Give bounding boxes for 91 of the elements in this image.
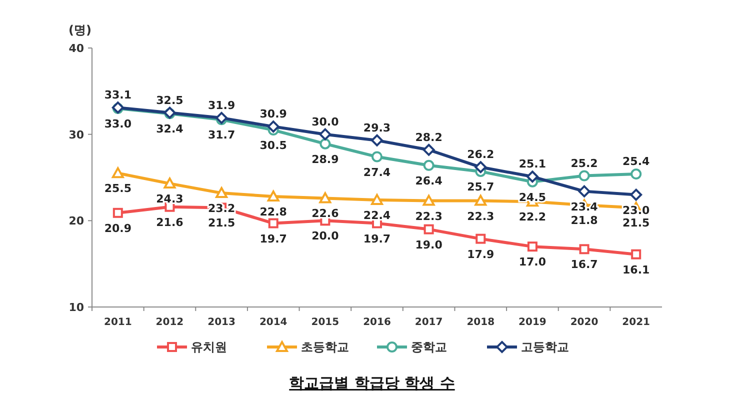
- data-label: 31.9: [208, 98, 236, 112]
- point: [526, 170, 538, 183]
- point: [319, 192, 332, 204]
- data-label: 25.2: [570, 156, 598, 170]
- data-label: 25.4: [622, 155, 650, 168]
- data-label: 28.9: [312, 152, 339, 166]
- point: [320, 138, 331, 150]
- x-tick-label: 2018: [466, 317, 495, 328]
- point: [578, 170, 590, 182]
- point: [112, 208, 123, 218]
- data-label: 23.2: [208, 202, 236, 216]
- y-tick-label: 20: [68, 214, 84, 228]
- y-tick-label: 30: [68, 128, 84, 142]
- data-label: 30.9: [260, 108, 287, 121]
- data-label: 22.3: [467, 210, 494, 223]
- x-tick-label: 2020: [570, 317, 598, 328]
- point: [424, 224, 434, 234]
- y-tick-label: 40: [68, 42, 84, 55]
- point: [267, 190, 280, 202]
- data-label: 25.5: [104, 182, 132, 196]
- data-label: 16.1: [622, 263, 650, 276]
- point: [371, 134, 383, 146]
- point: [631, 249, 642, 260]
- point: [268, 218, 278, 228]
- x-tick-label: 2012: [156, 317, 184, 328]
- point: [112, 167, 124, 178]
- data-label: 17.0: [518, 256, 546, 269]
- data-label: 33.0: [104, 117, 132, 130]
- y-tick-label: 10: [68, 301, 84, 314]
- point: [216, 112, 228, 124]
- data-label: 21.5: [622, 216, 650, 230]
- data-label: 25.1: [518, 158, 546, 171]
- point: [267, 120, 280, 133]
- point: [527, 242, 538, 252]
- data-label: 16.7: [570, 258, 598, 272]
- point: [630, 188, 642, 201]
- y-axis-title: (명): [68, 23, 92, 37]
- point: [422, 144, 435, 156]
- data-label: 27.4: [363, 166, 391, 179]
- data-label: 28.2: [415, 130, 442, 144]
- x-tick-label: 2021: [622, 317, 650, 328]
- point: [630, 168, 642, 180]
- point: [216, 187, 228, 198]
- data-label: 33.1: [104, 88, 132, 102]
- data-label: 25.7: [467, 180, 494, 194]
- data-label: 32.5: [156, 94, 184, 107]
- point: [371, 194, 383, 205]
- point: [319, 128, 332, 140]
- data-label: 21.5: [208, 216, 236, 230]
- legend-label: 중학교: [411, 340, 447, 354]
- point: [372, 151, 382, 162]
- data-label: 20.0: [312, 230, 340, 243]
- data-label: 20.9: [104, 222, 132, 235]
- data-label: 26.4: [415, 174, 443, 188]
- data-label: 22.6: [312, 207, 340, 220]
- x-tick-label: 2015: [311, 317, 340, 328]
- data-label: 21.8: [570, 214, 598, 228]
- point: [476, 234, 486, 244]
- data-label: 32.4: [156, 122, 184, 136]
- point: [422, 194, 435, 206]
- data-label: 30.5: [260, 139, 287, 152]
- x-tick-label: 2011: [104, 317, 132, 328]
- data-label: 17.9: [467, 248, 494, 261]
- data-label: 22.2: [518, 210, 546, 224]
- point: [164, 178, 176, 189]
- legend-label: 초등학교: [301, 340, 349, 354]
- data-label: 19.7: [363, 232, 391, 246]
- x-tick-label: 2013: [208, 317, 236, 328]
- point: [579, 244, 590, 254]
- point: [423, 160, 434, 171]
- point: [578, 185, 590, 198]
- data-label: 26.2: [467, 148, 494, 162]
- x-tick-label: 2017: [414, 317, 443, 328]
- legend-label: 고등학교: [521, 340, 569, 354]
- legend-label: 유치원: [191, 340, 227, 354]
- data-label: 31.7: [208, 128, 236, 142]
- data-label: 22.3: [415, 210, 442, 223]
- data-label: 19.7: [260, 232, 287, 246]
- data-label: 22.8: [260, 205, 287, 218]
- data-label: 22.4: [363, 208, 391, 222]
- point: [474, 161, 487, 174]
- data-label: 29.3: [363, 121, 391, 134]
- data-label: 24.3: [156, 192, 184, 206]
- data-label: 30.0: [312, 115, 340, 128]
- text: 학교급별 학급당 학생 수: [289, 374, 455, 392]
- x-tick-label: 2014: [259, 317, 288, 328]
- point: [474, 194, 487, 206]
- data-label: 19.0: [415, 238, 443, 252]
- x-tick-label: 2016: [363, 317, 391, 328]
- data-label: 21.6: [156, 216, 184, 229]
- x-tick-label: 2019: [518, 317, 546, 328]
